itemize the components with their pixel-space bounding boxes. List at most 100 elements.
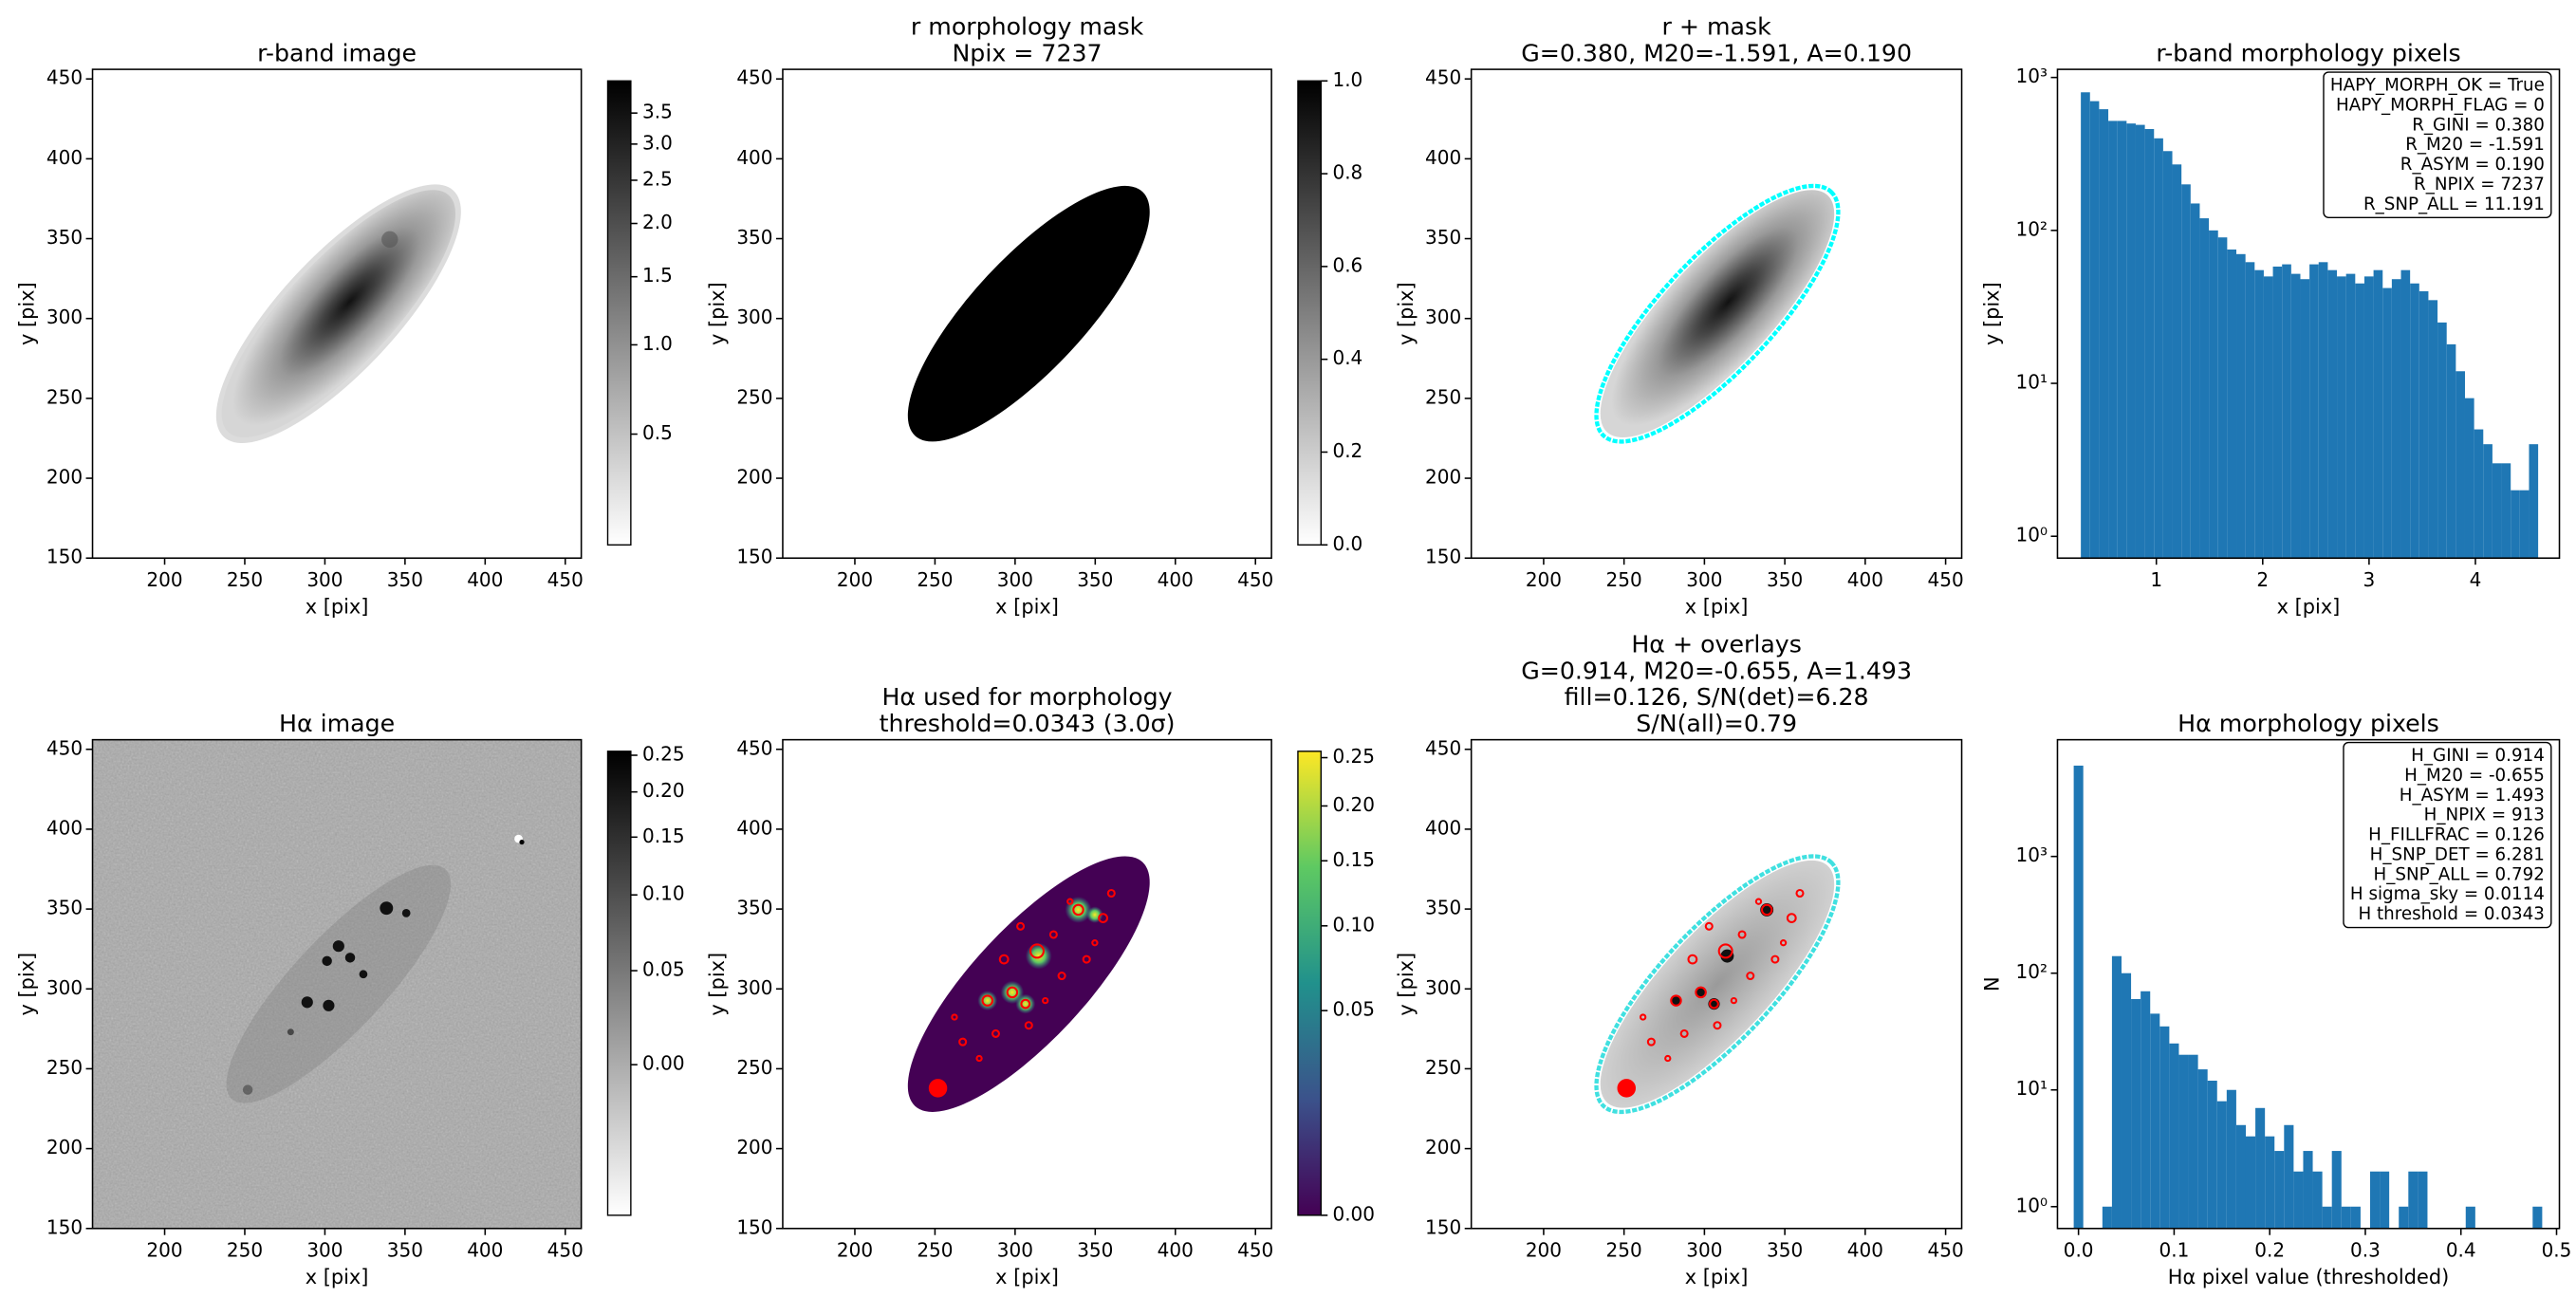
axes-frame <box>1470 68 1963 560</box>
histogram-bar <box>2312 1171 2323 1229</box>
y-axis-label: y [pix] <box>706 282 729 345</box>
colorbar <box>1297 80 1323 546</box>
histogram-bar <box>2073 765 2084 1229</box>
y-tick-label: 450 <box>46 736 83 759</box>
y-tick-label: 200 <box>736 1136 772 1158</box>
colorbar-tick-label: 3.5 <box>642 101 673 123</box>
x-tick-label: 400 <box>1847 1239 1883 1262</box>
axes-frame <box>782 68 1272 560</box>
y-tick-label: 10² <box>2016 960 2048 983</box>
y-tick-label: 350 <box>1425 897 1461 919</box>
panel-title: G=0.380, M20=-1.591, A=0.190 <box>1521 39 1912 66</box>
x-tick-label: 0.0 <box>2064 1239 2094 1262</box>
histogram-bar <box>2408 1171 2418 1229</box>
y-tick-label: 200 <box>1425 466 1461 489</box>
x-tick-label: 400 <box>1847 568 1883 591</box>
y-tick-label: 150 <box>1425 1215 1461 1238</box>
y-tick-label: 350 <box>1425 226 1461 249</box>
y-tick-label: 250 <box>46 385 83 408</box>
colorbar-tick-label: 0.15 <box>1332 848 1375 871</box>
y-axis-label: y [pix] <box>1395 282 1418 345</box>
histogram-bar <box>2337 276 2346 559</box>
y-tick-label: 400 <box>736 146 772 169</box>
colorbar <box>1297 750 1323 1216</box>
y-axis-label: y [pix] <box>706 953 729 1016</box>
x-tick-label: 200 <box>1526 568 1562 591</box>
colorbar-tick-label: 0.0 <box>1332 532 1362 555</box>
y-tick-label: 10⁰ <box>2016 524 2048 547</box>
y-tick-label: 250 <box>736 385 772 408</box>
histogram-bar <box>2089 101 2100 559</box>
histogram-bar <box>2382 287 2392 559</box>
histogram-bar <box>2391 279 2401 559</box>
colorbar-tick-label: 0.20 <box>642 779 685 802</box>
colorbar-tick-label: 0.8 <box>1332 161 1362 184</box>
histogram-bar <box>2254 269 2264 559</box>
histogram-bar <box>2274 1151 2285 1229</box>
histogram-bar <box>2102 1206 2112 1229</box>
histogram-bar <box>2117 120 2127 559</box>
panel-title: r morphology mask <box>911 13 1144 41</box>
y-axis-label: y [pix] <box>16 953 39 1016</box>
histogram-bar <box>2272 266 2283 559</box>
y-tick-label: 450 <box>1425 736 1461 759</box>
colorbar-tick-label: 0.10 <box>1332 913 1375 936</box>
panel-title: r + mask <box>1661 13 1771 41</box>
stats-frame <box>2323 71 2552 218</box>
histogram-bar <box>2492 463 2502 559</box>
x-axis-label: Hα pixel value (thresholded) <box>2168 1266 2449 1288</box>
x-tick-label: 450 <box>547 1239 584 1262</box>
histogram-bar <box>2532 1206 2543 1229</box>
histogram-bar <box>2464 398 2474 559</box>
histogram-bar <box>2303 1151 2313 1229</box>
histogram-bar <box>2369 1171 2381 1229</box>
histogram-bar <box>2400 269 2411 559</box>
y-axis-label: y [pix] <box>1981 282 2004 345</box>
colorbar-tick-label: 1.5 <box>642 264 673 287</box>
y-tick-label: 400 <box>46 146 83 169</box>
y-tick-label: 250 <box>46 1056 83 1079</box>
panel: 200 250 300 350 400 450 150 200 250 300 350 400 450 H… <box>16 710 685 1288</box>
histogram-bar <box>2169 1043 2179 1229</box>
y-tick-label: 450 <box>736 736 772 759</box>
panel-title: fill=0.126, S/N(det)=6.28 <box>1565 683 1869 711</box>
y-axis-label: N <box>1981 976 2004 991</box>
y-tick-label: 10¹ <box>2016 371 2048 394</box>
histogram-bar <box>2529 444 2539 559</box>
histogram-bar <box>2300 279 2310 559</box>
x-tick-label: 0.4 <box>2446 1239 2476 1262</box>
y-tick-label: 300 <box>46 976 83 999</box>
x-tick-label: 0.1 <box>2159 1239 2190 1262</box>
x-tick-label: 400 <box>467 568 503 591</box>
stats-line: H_SNP_ALL = 0.792 <box>2374 864 2545 884</box>
axes-frame <box>2056 738 2561 1230</box>
panel: 200 250 300 350 400 450 150 200 250 300 350 400 450 H… <box>706 683 1375 1288</box>
y-tick-label: 400 <box>1425 146 1461 169</box>
y-tick-label: 350 <box>736 226 772 249</box>
y-tick-label: 350 <box>46 897 83 919</box>
histogram-bar <box>2197 1069 2208 1229</box>
halpha-image <box>92 739 582 1229</box>
stats-line: R_NPIX = 7237 <box>2414 175 2545 195</box>
histogram-bar <box>2284 1124 2294 1229</box>
histogram-bar <box>2181 184 2191 559</box>
x-tick-label: 350 <box>1767 1239 1803 1262</box>
histogram-bar <box>2331 1151 2342 1229</box>
x-tick-label: 350 <box>1077 568 1113 591</box>
x-tick-label: 250 <box>917 1239 953 1262</box>
y-tick-label: 10⁰ <box>2016 1194 2048 1216</box>
histogram-bar <box>2355 283 2364 559</box>
colorbar-tick-label: 2.5 <box>642 167 673 190</box>
halpha-morphology-image <box>907 856 1150 1112</box>
colorbar-tick-label: 0.20 <box>1332 793 1375 816</box>
y-tick-label: 200 <box>46 1136 83 1158</box>
y-tick-label: 150 <box>1425 546 1461 568</box>
x-tick-label: 4 <box>2470 568 2482 591</box>
histogram-bar <box>2216 1101 2227 1229</box>
y-tick-label: 250 <box>1425 385 1461 408</box>
histogram-bar <box>2380 1171 2390 1229</box>
histogram-bar <box>2121 973 2132 1229</box>
